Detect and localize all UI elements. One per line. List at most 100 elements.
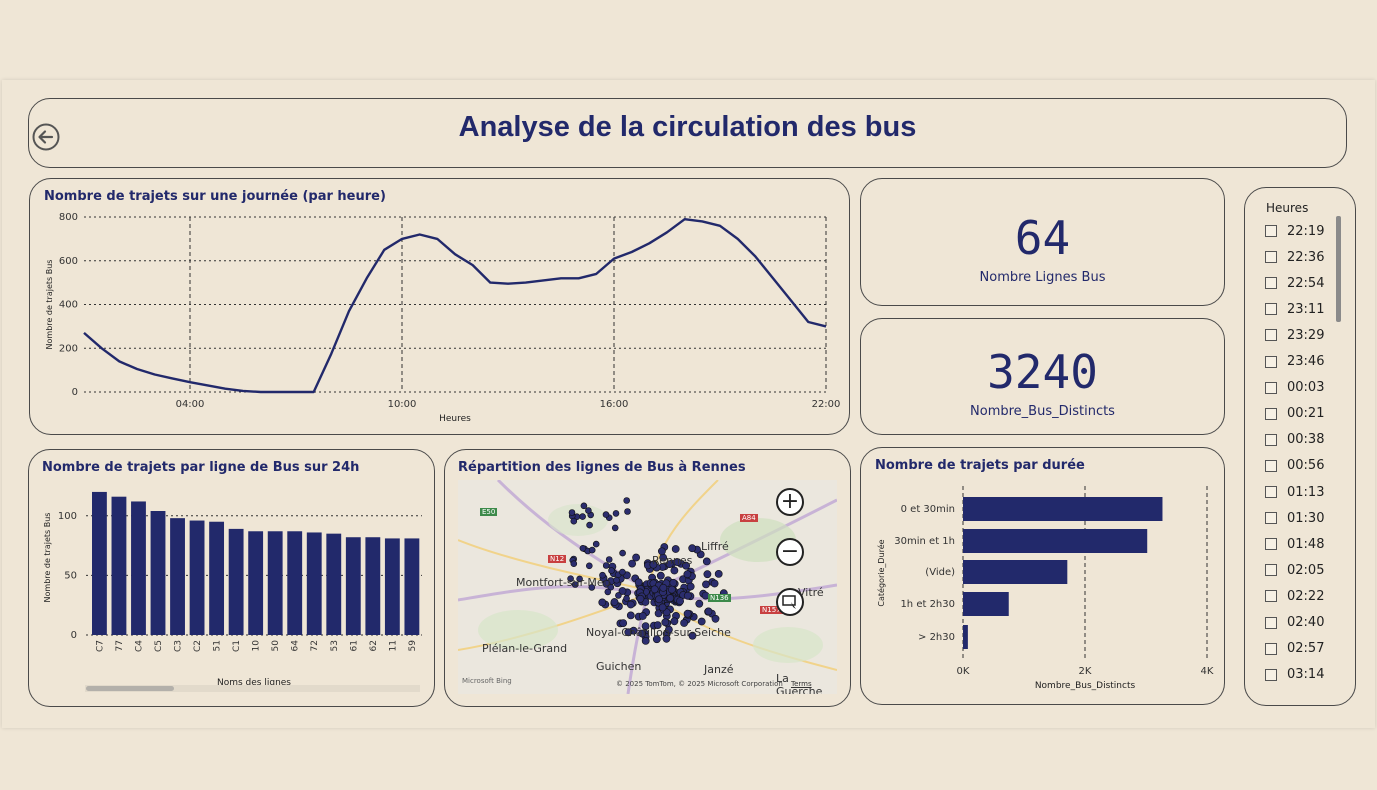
map-view[interactable]: Liffré Montfort-sur-Meu Vitré Noyal-Chât… xyxy=(458,480,837,694)
slicer-item[interactable]: 00:56 xyxy=(1265,453,1324,479)
map-dot xyxy=(619,568,626,576)
map-dot xyxy=(636,594,645,603)
map-terms-link[interactable]: Terms xyxy=(791,680,812,688)
bar-xtick-label: C2 xyxy=(193,640,203,652)
slicer-item[interactable]: 22:19 xyxy=(1265,218,1324,244)
bar-72 xyxy=(306,532,322,635)
slicer-item-label: 02:57 xyxy=(1287,641,1325,657)
bar-C2 xyxy=(189,520,205,635)
map-label-rennes: Rennes xyxy=(652,554,693,567)
map-dot xyxy=(602,511,610,518)
bar-xtick-label: C4 xyxy=(134,640,144,652)
map-dot xyxy=(670,566,679,575)
map-dot xyxy=(686,582,695,591)
line-x-axis-title: Heures xyxy=(439,414,471,424)
bing-logo: Microsoft Bing xyxy=(462,677,512,685)
hbar-y-axis-title: Catégorie_Durée xyxy=(876,539,886,606)
checkbox[interactable] xyxy=(1265,642,1277,655)
bar-xtick-label: 64 xyxy=(291,640,301,652)
kpi-card-buses: 3240 Nombre_Bus_Distincts xyxy=(860,318,1225,435)
bar-59 xyxy=(404,538,420,635)
slicer-item[interactable]: 00:03 xyxy=(1265,375,1324,401)
slicer-item[interactable]: 02:05 xyxy=(1265,557,1324,583)
map-dot xyxy=(649,560,658,569)
slicer-item[interactable]: 01:48 xyxy=(1265,531,1324,557)
zoom-in-button[interactable]: + xyxy=(776,488,804,516)
map-attribution: © 2025 TomTom, © 2025 Microsoft Corporat… xyxy=(616,680,783,688)
select-area-button[interactable] xyxy=(776,588,804,616)
line-chart: 0 200 400 600 800 04:00 10:00 16:00 22:00 Heures N… xyxy=(45,212,840,424)
checkbox[interactable] xyxy=(1265,407,1277,420)
hbar-category-label: 0 et 30min xyxy=(901,504,955,515)
checkbox[interactable] xyxy=(1265,277,1277,290)
map-dot xyxy=(638,612,647,620)
map-dot xyxy=(652,635,661,644)
hbar-xtick-label: 0K xyxy=(957,666,970,677)
slicer-item[interactable]: 22:36 xyxy=(1265,244,1324,270)
slicer-item-label: 01:30 xyxy=(1287,510,1325,526)
slicer-item[interactable]: 01:13 xyxy=(1265,479,1324,505)
slicer-item-label: 22:19 xyxy=(1287,223,1325,239)
slicer-item[interactable]: 23:29 xyxy=(1265,322,1324,348)
checkbox[interactable] xyxy=(1265,512,1277,525)
map-dot xyxy=(695,599,704,608)
slicer-item[interactable]: 00:38 xyxy=(1265,427,1324,453)
checkbox[interactable] xyxy=(1265,329,1277,342)
slicer-item-label: 00:21 xyxy=(1287,406,1325,422)
bar-xtick-label: C5 xyxy=(154,640,164,652)
map-dot xyxy=(670,617,679,626)
checkbox[interactable] xyxy=(1265,459,1277,472)
bar-62 xyxy=(365,537,381,635)
checkbox[interactable] xyxy=(1265,225,1277,237)
checkbox[interactable] xyxy=(1265,538,1277,551)
slicer-item-label: 01:48 xyxy=(1287,536,1325,552)
bar-x-axis-title: Noms des lignes xyxy=(217,678,291,688)
plus-icon: + xyxy=(780,489,800,514)
checkbox[interactable] xyxy=(1265,251,1277,264)
checkbox[interactable] xyxy=(1265,564,1277,577)
map-dot xyxy=(673,558,682,566)
checkbox[interactable] xyxy=(1265,355,1277,368)
slicer-item[interactable]: 00:21 xyxy=(1265,401,1324,427)
checkbox[interactable] xyxy=(1265,590,1277,603)
checkbox[interactable] xyxy=(1265,668,1277,681)
zoom-out-button[interactable]: − xyxy=(776,538,804,566)
map-label-liffre: Liffré xyxy=(701,540,729,553)
map-dot xyxy=(697,617,706,626)
checkbox[interactable] xyxy=(1265,303,1277,316)
road-badge-n136: N136 xyxy=(708,594,731,602)
slicer-item[interactable]: 23:46 xyxy=(1265,349,1324,375)
bar-50 xyxy=(267,531,283,635)
slicer-item[interactable]: 01:30 xyxy=(1265,505,1324,531)
checkbox[interactable] xyxy=(1265,616,1277,629)
hbar-category-label: > 2h30 xyxy=(918,632,955,643)
bar-xtick-label: C3 xyxy=(174,640,184,652)
line-ytick-label: 600 xyxy=(59,256,78,267)
map-dot xyxy=(610,598,619,606)
checkbox[interactable] xyxy=(1265,381,1277,394)
checkbox[interactable] xyxy=(1265,486,1277,498)
bar-xtick-label: 61 xyxy=(349,640,359,651)
slicer-item[interactable]: 22:54 xyxy=(1265,270,1324,296)
map-card: Répartition des lignes de Bus à Rennes L… xyxy=(444,449,851,707)
line-series xyxy=(83,218,827,394)
checkbox[interactable] xyxy=(1265,433,1277,446)
map-dot xyxy=(714,570,723,578)
bar-chart-scrollbar-track[interactable] xyxy=(85,685,420,692)
slicer-item[interactable]: 02:40 xyxy=(1265,610,1324,636)
slicer-item[interactable]: 02:57 xyxy=(1265,636,1324,662)
slicer-item[interactable]: 02:22 xyxy=(1265,583,1324,609)
hbar-bar xyxy=(963,560,1068,584)
bar-chart-scrollbar-thumb[interactable] xyxy=(86,686,174,691)
bar-chart-card: Nombre de trajets par ligne de Bus sur 2… xyxy=(28,449,435,707)
bar-C1 xyxy=(228,528,244,635)
back-arrow-icon[interactable] xyxy=(31,122,61,152)
slicer-item[interactable]: 23:11 xyxy=(1265,296,1324,322)
map-dot xyxy=(702,557,711,566)
map-dot xyxy=(570,560,578,567)
slicer-scrollbar[interactable] xyxy=(1336,216,1341,322)
map-label-montfort: Montfort-sur-Meu xyxy=(516,576,611,589)
slicer-item[interactable]: 03:14 xyxy=(1265,662,1324,688)
slicer-item-label: 00:03 xyxy=(1287,380,1325,396)
bar-C4 xyxy=(131,501,146,635)
